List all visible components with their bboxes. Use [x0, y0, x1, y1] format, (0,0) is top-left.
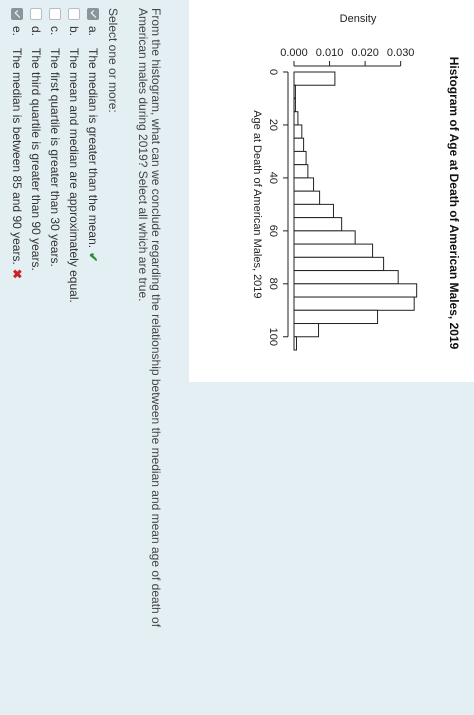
histogram-bar: [293, 137, 305, 152]
option-a-letter: a.: [86, 26, 100, 37]
histogram-bar: [293, 256, 385, 272]
option-b-checkbox[interactable]: [68, 8, 80, 20]
x-tick-label: 100: [267, 328, 279, 346]
option-d-label[interactable]: The third quartile is greater than 90 ye…: [29, 48, 43, 271]
histogram-bar: [293, 296, 415, 311]
x-tick-label: 60: [267, 225, 279, 237]
option-e-letter: e.: [10, 26, 24, 37]
histogram-bar: [293, 336, 297, 351]
histogram-bar: [293, 270, 399, 285]
x-tick-label: 80: [267, 278, 279, 290]
histogram-bar: [293, 97, 296, 113]
histogram-bar: [293, 177, 315, 192]
histogram-bar: [293, 203, 334, 219]
option-c-letter: c.: [48, 26, 62, 36]
option-d[interactable]: d. The third quartile is greater than 90…: [28, 8, 44, 271]
histogram-bar: [293, 283, 418, 298]
x-tick-label: 0: [267, 69, 279, 75]
histogram-bar: [293, 111, 299, 126]
select-instruction: Select one or more:: [106, 8, 120, 113]
option-a[interactable]: a. The median is greater than the mean. …: [85, 8, 101, 262]
y-tick-label: 0.000: [280, 47, 308, 59]
option-c[interactable]: c. The first quartile is greater than 30…: [47, 8, 63, 267]
y-tick-label: 0.020: [351, 47, 379, 59]
option-d-letter: d.: [29, 26, 43, 37]
x-axis-label: Age at Death of American Males, 2019: [251, 110, 263, 298]
histogram-bar: [293, 309, 379, 325]
option-c-label[interactable]: The first quartile is greater than 30 ye…: [48, 48, 62, 267]
y-axis-label: Density: [340, 13, 377, 25]
histogram-bar: [293, 323, 320, 338]
question-text: From the histogram, what can we conclude…: [136, 8, 163, 628]
y-tick-label: 0.030: [387, 47, 415, 59]
option-a-label[interactable]: The median is greater than the mean.: [86, 48, 100, 249]
chart-title: Histogram of Age at Death of American Ma…: [447, 57, 461, 350]
histogram-figure: Histogram of Age at Death of American Ma…: [189, 0, 474, 382]
histogram-bar: [293, 217, 343, 232]
option-e-label[interactable]: The median is between 85 and 90 years.: [10, 48, 24, 265]
option-a-checkbox[interactable]: [87, 8, 99, 20]
option-e-checkbox[interactable]: [11, 8, 23, 20]
y-tick-label: 0.010: [316, 47, 344, 59]
histogram-bar: [293, 190, 321, 205]
histogram-bar: [293, 164, 309, 179]
histogram-chart: Histogram of Age at Death of American Ma…: [251, 13, 461, 351]
histogram-bar: [293, 84, 296, 99]
histogram-bar: [293, 124, 303, 139]
x-tick-label: 20: [267, 119, 279, 131]
option-c-checkbox[interactable]: [49, 8, 61, 20]
option-b-label[interactable]: The mean and median are approximately eq…: [67, 48, 81, 303]
option-d-checkbox[interactable]: [30, 8, 42, 20]
option-e[interactable]: e. The median is between 85 and 90 years…: [9, 8, 25, 279]
histogram-bar: [293, 150, 307, 166]
correct-check-icon: ✔: [86, 252, 100, 263]
option-b-letter: b.: [67, 26, 81, 37]
histogram-bar: [293, 71, 336, 86]
x-tick-label: 40: [267, 172, 279, 184]
histogram-bar: [293, 243, 374, 258]
histogram-bar: [293, 230, 356, 245]
incorrect-x-icon: ✖: [10, 268, 24, 279]
option-b[interactable]: b. The mean and median are approximately…: [66, 8, 82, 303]
